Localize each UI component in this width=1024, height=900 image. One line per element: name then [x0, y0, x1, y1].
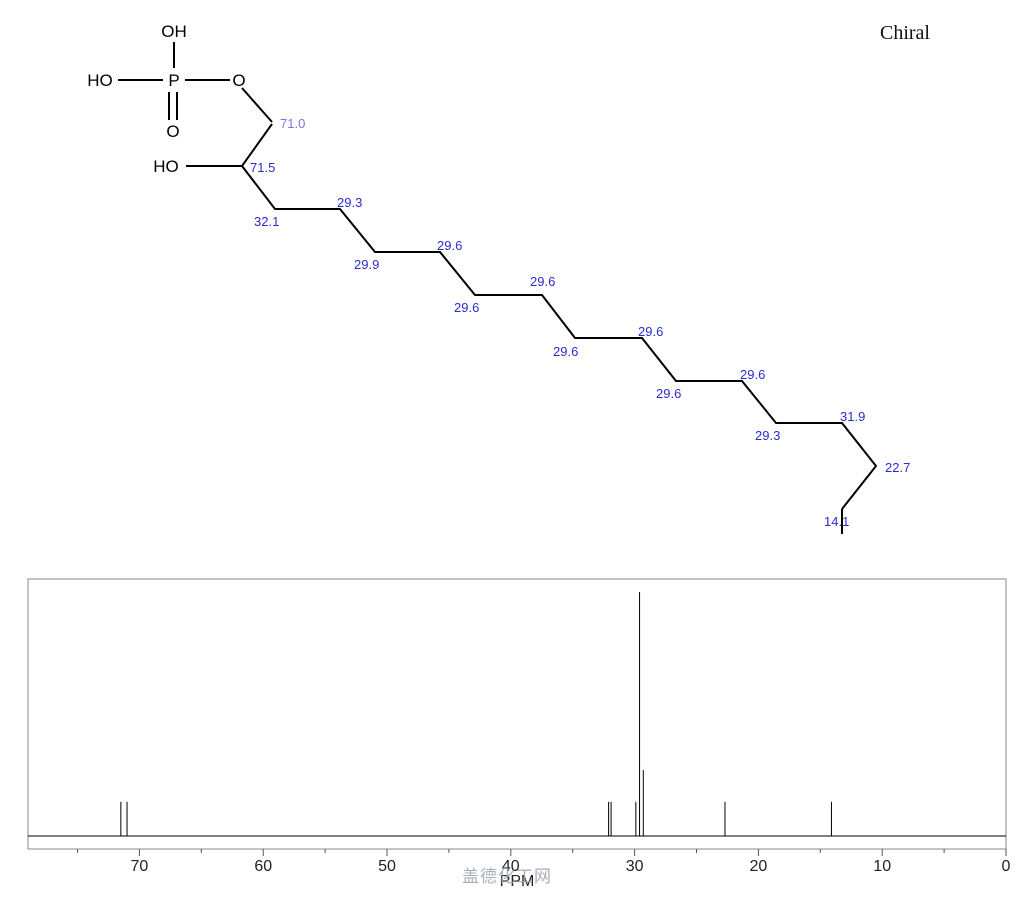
shift-label: 14.1 — [824, 514, 849, 529]
x-tick-label: 40 — [502, 858, 520, 875]
atom-o-ester: O — [232, 71, 245, 90]
chiral-label: Chiral — [880, 22, 930, 44]
shift-label: 29.6 — [437, 238, 462, 253]
molecule-structure: OH HO P O O HO 71.0 71.5 32.1 29.3 29.9 … — [87, 22, 910, 534]
shift-label: 29.3 — [337, 195, 362, 210]
x-tick-label: 50 — [378, 858, 396, 875]
shift-label: 29.6 — [553, 344, 578, 359]
plot-frame — [27, 578, 1007, 850]
shift-label: 29.6 — [530, 274, 555, 289]
x-tick-label: 10 — [873, 858, 891, 875]
x-axis-label: PPM — [500, 873, 535, 890]
atom-ho-left: HO — [87, 71, 113, 90]
shift-label: 29.6 — [740, 367, 765, 382]
shift-label: 29.3 — [755, 428, 780, 443]
x-tick-label: 20 — [750, 858, 768, 875]
nmr-spectrum-chart: 70 60 50 40 30 20 10 0 PPM — [27, 578, 1011, 890]
shift-label: 71.5 — [250, 160, 275, 175]
x-axis-ticks: 70 60 50 40 30 20 10 0 — [77, 849, 1011, 875]
shift-label: 31.9 — [840, 409, 865, 424]
atom-o-double: O — [166, 122, 179, 141]
shift-label: 32.1 — [254, 214, 279, 229]
watermark: 盖德化工网 — [462, 867, 552, 887]
peak-group — [120, 592, 832, 836]
x-tick-label: 30 — [626, 858, 644, 875]
x-tick-label: 0 — [1002, 858, 1011, 875]
shift-label: 29.9 — [354, 257, 379, 272]
shift-label: 29.6 — [454, 300, 479, 315]
shift-label: 71.0 — [280, 116, 305, 131]
x-tick-label: 70 — [131, 858, 149, 875]
shift-label: 29.6 — [638, 324, 663, 339]
shift-label: 22.7 — [885, 460, 910, 475]
x-tick-label: 60 — [254, 858, 272, 875]
atom-p: P — [168, 71, 179, 90]
atom-ho-chain: HO — [153, 157, 179, 176]
shift-label: 29.6 — [656, 386, 681, 401]
molecule-bonds — [118, 42, 878, 534]
atom-oh-top: OH — [161, 22, 187, 41]
